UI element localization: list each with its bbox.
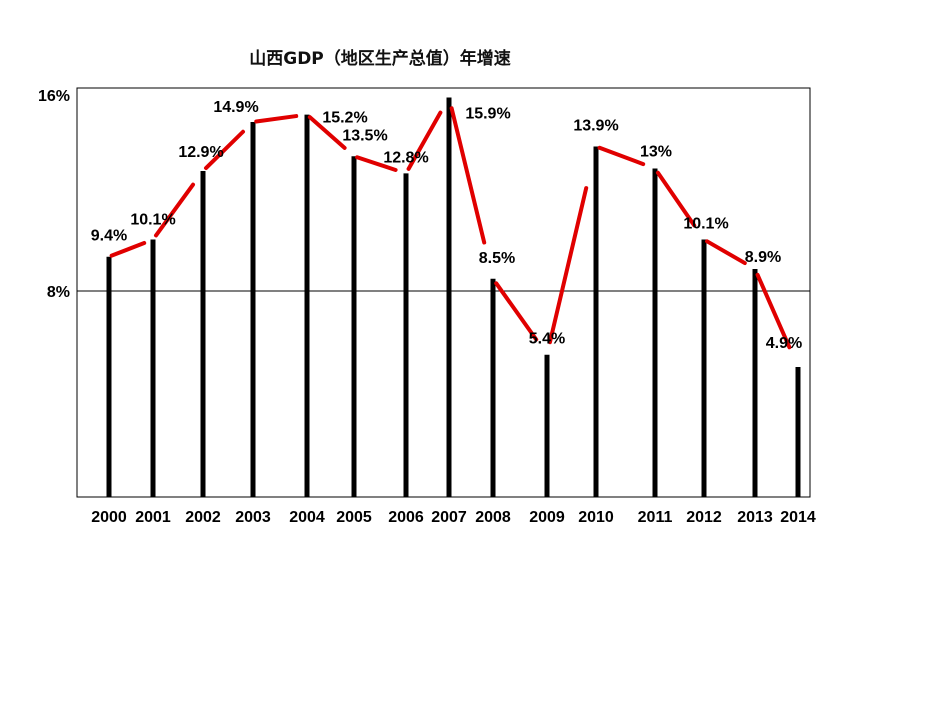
x-tick-label: 2003 xyxy=(235,509,271,526)
connector-segment xyxy=(109,240,147,258)
data-label: 15.9% xyxy=(465,105,510,122)
x-tick-label: 2007 xyxy=(431,509,467,526)
data-label: 13.9% xyxy=(573,117,618,134)
data-label: 13% xyxy=(640,144,672,161)
data-label: 10.1% xyxy=(130,212,175,229)
connector-segment xyxy=(547,186,589,345)
x-tick-label: 2000 xyxy=(91,509,127,526)
x-tick-label: 2009 xyxy=(529,509,565,526)
connector-segment xyxy=(154,182,195,238)
connector-segment xyxy=(406,110,443,171)
data-label: 13.5% xyxy=(342,127,387,144)
connector-segment xyxy=(705,239,747,266)
connector-segment xyxy=(655,170,697,228)
data-label: 9.4% xyxy=(91,228,127,245)
connector-segment xyxy=(254,114,299,124)
data-label: 12.8% xyxy=(383,149,428,166)
chart-title: 山西GDP（地区生产总值）年增速 xyxy=(249,49,511,69)
data-label: 12.9% xyxy=(178,144,223,161)
data-label: 14.9% xyxy=(213,99,258,116)
connector-segment xyxy=(597,145,646,167)
x-tick-label: 2001 xyxy=(135,509,171,526)
x-tick-label: 2011 xyxy=(638,509,673,526)
connector-segment xyxy=(307,115,347,150)
data-label: 5.4% xyxy=(529,331,565,348)
connector-segment xyxy=(355,155,398,172)
x-tick-label: 2012 xyxy=(686,509,722,526)
connector-segment xyxy=(494,281,539,342)
y-tick-label: 16% xyxy=(38,88,70,105)
connector-segment xyxy=(755,272,792,350)
x-tick-label: 2008 xyxy=(475,509,511,526)
connector-segment xyxy=(449,106,487,245)
data-label: 4.9% xyxy=(766,335,802,352)
data-label: 8.5% xyxy=(479,250,515,267)
x-tick-label: 2004 xyxy=(289,509,325,526)
x-tick-label: 2013 xyxy=(737,509,773,526)
data-label: 15.2% xyxy=(322,110,367,127)
plot-frame xyxy=(76,87,811,498)
y-tick-label: 8% xyxy=(47,284,70,301)
x-tick-label: 2010 xyxy=(578,509,614,526)
connector-segment xyxy=(204,129,245,171)
data-label: 8.9% xyxy=(745,249,781,266)
x-tick-label: 2014 xyxy=(780,509,816,526)
data-label: 10.1% xyxy=(683,216,728,233)
x-tick-label: 2006 xyxy=(388,509,424,526)
x-tick-label: 2005 xyxy=(336,509,372,526)
x-tick-label: 2002 xyxy=(185,509,221,526)
